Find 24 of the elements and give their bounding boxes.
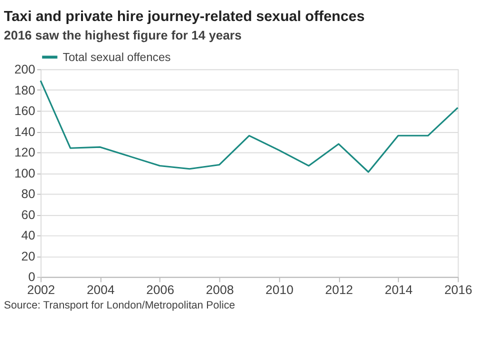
y-tick-label: 40	[21, 228, 36, 243]
x-tick-label: 2010	[266, 282, 294, 297]
line-series	[40, 80, 459, 173]
y-tick-label: 60	[21, 208, 36, 222]
x-tick-label: 2012	[325, 282, 354, 297]
chart-title: Taxi and private hire journey-related sexual offences	[4, 8, 365, 25]
y-tick-label: 20	[21, 249, 36, 264]
x-tick-label: 2008	[206, 282, 234, 297]
y-tick-label: 140	[14, 124, 36, 139]
x-tick-label: 2006	[146, 282, 174, 297]
y-tick-label: 200	[14, 62, 36, 77]
y-tick-label: 100	[14, 166, 36, 180]
x-tick-label: 2004	[86, 282, 115, 297]
y-tick-label: 180	[14, 83, 36, 98]
chart-subtitle: 2016 saw the highest figure for 14 years	[4, 28, 242, 42]
legend-label: Total sexual offences	[62, 52, 171, 64]
y-tick-label: 160	[14, 104, 36, 118]
x-tick-label: 2016	[444, 282, 472, 297]
y-tick-label: 80	[21, 187, 36, 202]
source-note: Source: Transport for London/Metropolitan Police	[4, 300, 236, 312]
y-tick-label: 120	[14, 146, 36, 160]
y-tick-label: 0	[28, 270, 36, 284]
x-tick-label: 2014	[384, 282, 413, 297]
x-tick-label: 2002	[27, 282, 56, 297]
